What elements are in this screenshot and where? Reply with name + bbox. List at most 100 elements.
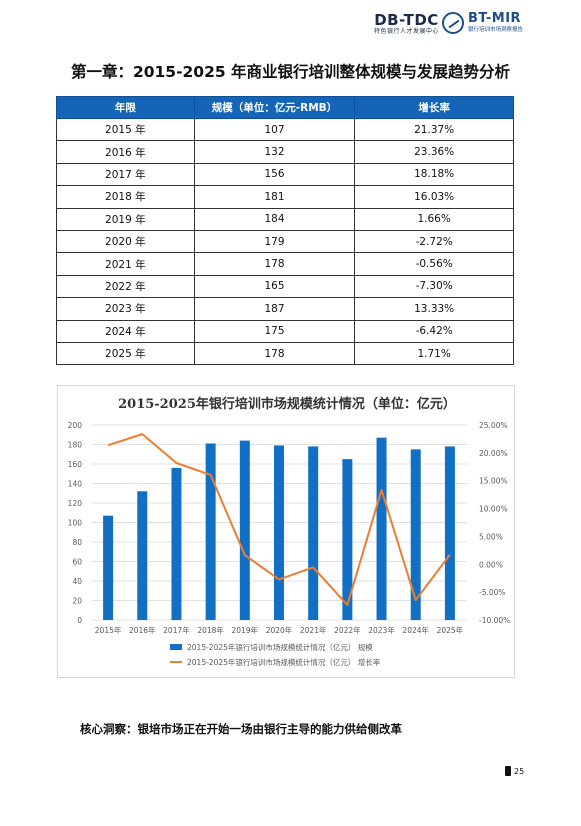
y-left-tick-label: 80 (72, 538, 82, 547)
bar (444, 446, 455, 620)
cell-size: 165 (193, 274, 356, 299)
x-tick-label: 2024年 (402, 625, 429, 635)
x-tick-label: 2025年 (437, 625, 464, 635)
cell-year: 2020 年 (56, 229, 195, 254)
cell-size: 187 (193, 297, 356, 321)
table-row: 2023 年 187 13.33% (56, 297, 514, 321)
table-row: 2024 年 175 -6.42% (56, 319, 514, 343)
cell-growth: 21.37% (354, 117, 514, 142)
y-left-tick-label: 120 (68, 499, 83, 508)
cell-size: 181 (193, 185, 356, 209)
cell-size: 184 (193, 207, 356, 231)
x-tick-label: 2016年 (129, 625, 156, 635)
y-left-tick-label: 160 (68, 460, 83, 469)
x-tick-label: 2015年 (95, 625, 122, 635)
table-row: 2017 年 156 18.18% (56, 162, 514, 187)
cell-year: 2016 年 (56, 140, 195, 164)
cell-year: 2018 年 (56, 185, 195, 209)
cell-growth: 13.33% (354, 297, 514, 321)
x-tick-label: 2021年 (300, 625, 327, 635)
x-tick-label: 2019年 (232, 625, 259, 635)
y-left-tick-label: 140 (68, 480, 83, 489)
cell-year: 2019 年 (56, 207, 195, 231)
bt-mir-logo-icon (442, 12, 464, 34)
legend-label-growth: 2015-2025年银行培训市场规模统计情况（亿元） 增长率 (187, 657, 381, 667)
legend-label-size: 2015-2025年银行培训市场规模统计情况（亿元） 规模 (187, 642, 373, 652)
chart-title: 2015-2025年银行培训市场规模统计情况（单位：亿元） (118, 396, 456, 412)
cell-year: 2021 年 (56, 252, 195, 276)
bt-mir-logo-text: BT-MIR (468, 11, 522, 26)
market-size-chart: 2015-2025年银行培训市场规模统计情况（单位：亿元） 0 20 40 60 80 10… (57, 385, 515, 678)
cell-growth: 16.03% (354, 185, 514, 209)
bar (205, 443, 216, 620)
cell-growth: 1.71% (354, 341, 514, 366)
cell-year: 2017 年 (56, 162, 195, 187)
y-right-tick-label: 5.00% (479, 532, 503, 541)
bar (410, 449, 421, 620)
db-tdc-logo-subtitle: 特色银行人才发展中心 (374, 28, 440, 35)
cell-year: 2023 年 (56, 297, 195, 321)
y-left-tick-label: 40 (72, 577, 82, 586)
cell-year: 2024 年 (56, 319, 195, 343)
chapter-title: 第一章：2015-2025 年商业银行培训整体规模与发展趋势分析 (70, 63, 511, 81)
cell-growth: 1.66% (354, 207, 514, 231)
bar (376, 437, 387, 620)
bar (239, 440, 250, 620)
y-right-tick-label: 0.00% (479, 560, 503, 569)
y-left-tick-label: 100 (68, 519, 83, 528)
cell-growth: -7.30% (354, 274, 514, 299)
table-row: 2022 年 165 -7.30% (56, 274, 514, 299)
y-right-tick-label: 25.00% (479, 421, 508, 430)
bar (103, 515, 114, 620)
bar (137, 491, 148, 620)
y-left-tick-label: 0 (77, 616, 82, 625)
page-marker-icon (505, 766, 511, 776)
y-left-tick-label: 20 (72, 597, 82, 606)
market-size-table: 年限 规模（单位：亿元-RMB） 增长率 2015 年 107 21.37% 201… (56, 96, 514, 366)
y-right-tick-label: 20.00% (479, 449, 508, 458)
table-header-row: 年限 规模（单位：亿元-RMB） 增长率 (56, 96, 514, 119)
x-tick-label: 2017年 (163, 625, 190, 635)
y-right-tick-label: -10.00% (479, 616, 510, 625)
y-left-tick-label: 180 (68, 441, 83, 450)
cell-size: 178 (193, 252, 356, 276)
table-row: 2021 年 178 -0.56% (56, 252, 514, 276)
cell-growth: -0.56% (354, 252, 514, 276)
legend-swatch-bar (170, 644, 182, 650)
cell-size: 156 (193, 162, 356, 187)
table-row: 2020 年 179 -2.72% (56, 229, 514, 254)
cell-size: 175 (193, 319, 356, 343)
db-tdc-logo: DB-TDC 特色银行人才发展中心 (374, 12, 439, 36)
core-insight: 核心洞察：银培市场正在开始一场由银行主导的能力供给侧改革 (80, 722, 402, 736)
table-row: 2018 年 181 16.03% (56, 185, 514, 209)
cell-size: 132 (193, 140, 356, 164)
cell-growth: 23.36% (354, 140, 514, 164)
y-right-tick-label: 10.00% (479, 505, 508, 514)
cell-size: 178 (193, 341, 356, 366)
y-right-tick-label: 15.00% (479, 477, 508, 486)
chart-canvas: 2015-2025年银行培训市场规模统计情况（单位：亿元） 0 20 40 60 80 10… (68, 396, 511, 667)
y-left-tick-label: 200 (68, 421, 83, 430)
db-tdc-logo-text: DB-TDC (374, 11, 439, 29)
header-size: 规模（单位：亿元-RMB） (193, 96, 356, 119)
table-row: 2016 年 132 23.36% (56, 140, 514, 164)
bt-mir-logo: BT-MIR 银行培训市场洞察报告 (442, 10, 542, 38)
table-row: 2025 年 178 1.71% (56, 341, 514, 366)
x-tick-label: 2018年 (197, 625, 224, 635)
x-tick-label: 2020年 (266, 625, 293, 635)
bt-mir-logo-subtitle: 银行培训市场洞察报告 (468, 27, 524, 33)
cell-year: 2022 年 (56, 274, 195, 299)
cell-size: 107 (193, 117, 356, 142)
cell-year: 2025 年 (56, 341, 195, 366)
page-number: 25 (514, 767, 525, 776)
bar (171, 467, 182, 620)
header-year: 年限 (56, 96, 195, 119)
header-growth: 增长率 (354, 96, 514, 119)
bar (274, 445, 284, 620)
cell-size: 179 (193, 229, 356, 254)
x-tick-label: 2022年 (334, 625, 361, 635)
table-row: 2015 年 107 21.37% (56, 117, 514, 142)
cell-year: 2015 年 (56, 117, 195, 142)
cell-growth: -6.42% (354, 319, 514, 343)
x-tick-label: 2023年 (368, 625, 395, 635)
